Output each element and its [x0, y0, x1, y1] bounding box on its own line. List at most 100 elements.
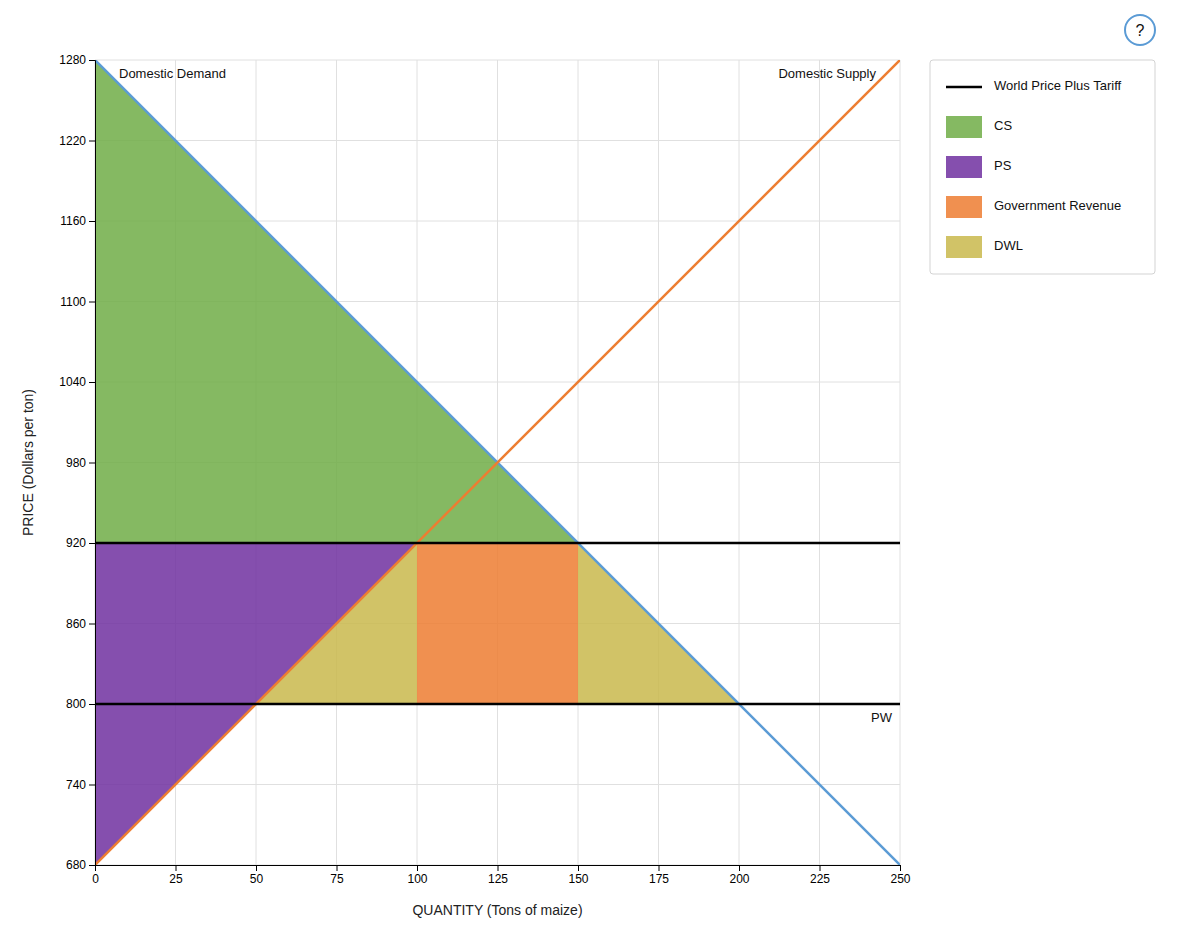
- line: [95, 60, 900, 865]
- y-tick-label: 920: [66, 536, 86, 550]
- annotation-text: ?: [1136, 22, 1145, 39]
- x-tick-label: 200: [729, 872, 749, 886]
- curve-label: Domestic Demand: [119, 66, 226, 81]
- x-tick-mark: [176, 865, 177, 871]
- y-tick: 740: [66, 778, 95, 792]
- x-tick-mark: [337, 865, 338, 871]
- legend-swatch: [946, 156, 982, 178]
- y-grid-line: [95, 140, 900, 141]
- y-tick-mark: [89, 865, 95, 866]
- x-tick: 100: [407, 865, 427, 886]
- y-tick: 980: [66, 456, 95, 470]
- x-tick-label: 225: [810, 872, 830, 886]
- x-tick: 150: [568, 865, 588, 886]
- x-tick-label: 75: [330, 872, 344, 886]
- y-grid-line: [95, 543, 900, 544]
- y-tick-label: 1040: [59, 375, 86, 389]
- legend-item: CS: [946, 116, 1012, 138]
- y-tick-label: 800: [66, 697, 86, 711]
- x-tick: 50: [250, 865, 264, 886]
- legend-label: CS: [994, 118, 1012, 133]
- y-tick-label: 680: [66, 858, 86, 872]
- legend-frame: [930, 60, 1155, 274]
- x-tick: 250: [890, 865, 910, 886]
- legend-item: PS: [946, 156, 1012, 178]
- y-tick-mark: [89, 302, 95, 303]
- y-tick: 1280: [59, 53, 95, 67]
- grid: [95, 60, 900, 865]
- y-tick-mark: [89, 382, 95, 383]
- legend-label: World Price Plus Tariff: [994, 78, 1122, 93]
- y-tick: 680: [66, 858, 95, 872]
- x-tick-mark: [820, 865, 821, 871]
- x-tick-label: 0: [92, 872, 99, 886]
- x-tick-mark: [578, 865, 579, 871]
- x-tick-mark: [900, 865, 901, 871]
- y-axis: 680 740 800 860 920 980 1040 1100 1160 1220 1280: [59, 53, 95, 872]
- x-tick-mark: [417, 865, 418, 871]
- legend-swatch: [946, 236, 982, 258]
- y-tick-mark: [89, 463, 95, 464]
- legend-swatch: [946, 116, 982, 138]
- shaded-area: [417, 543, 578, 704]
- line: [95, 542, 900, 545]
- line: [95, 60, 900, 865]
- legend-label: DWL: [994, 238, 1023, 253]
- y-grid-line: [95, 60, 900, 61]
- y-tick-mark: [89, 624, 95, 625]
- y-tick-mark: [89, 704, 95, 705]
- x-tick-label: 50: [250, 872, 264, 886]
- x-tick-label: 125: [488, 872, 508, 886]
- annotation-badge: [1125, 15, 1155, 45]
- y-tick-mark: [89, 221, 95, 222]
- line: [95, 703, 900, 706]
- y-axis-line: [89, 61, 96, 866]
- x-tick-label: 175: [649, 872, 669, 886]
- y-tick-label: 1280: [59, 53, 86, 67]
- x-tick: 125: [488, 865, 508, 886]
- legend-label: PS: [994, 158, 1012, 173]
- legend-swatch: [946, 86, 982, 89]
- legend-item: Government Revenue: [946, 196, 1121, 218]
- y-tick: 860: [66, 617, 95, 631]
- y-tick: 1160: [60, 214, 95, 228]
- x-axis-line: [96, 866, 901, 872]
- curve-label: Domestic Supply: [778, 66, 876, 81]
- x-axis-title: QUANTITY (Tons of maize): [412, 902, 582, 918]
- y-tick-label: 740: [66, 778, 86, 792]
- x-tick: 75: [330, 865, 344, 886]
- x-tick: 0: [92, 865, 99, 886]
- x-tick: 200: [729, 865, 749, 886]
- x-tick-label: 25: [169, 872, 183, 886]
- marks: [95, 60, 900, 865]
- chart: 0 25 50 75 100 125 150 175 200 225 250 680 740 800 860…: [0, 0, 1200, 940]
- y-tick-label: 1160: [60, 214, 86, 228]
- y-tick-mark: [89, 141, 95, 142]
- x-tick-mark: [498, 865, 499, 871]
- y-tick-mark: [89, 785, 95, 786]
- y-grid-line: [95, 704, 900, 705]
- x-tick-mark: [659, 865, 660, 871]
- x-tick-label: 150: [568, 872, 588, 886]
- plot-area: 0 25 50 75 100 125 150 175 200 225 250 680 740 800 860…: [20, 53, 911, 918]
- y-grid-line: [95, 784, 900, 785]
- y-tick-label: 980: [66, 456, 86, 470]
- legend-item: DWL: [946, 236, 1023, 258]
- legend-item: World Price Plus Tariff: [946, 78, 1122, 93]
- legend-swatch: [946, 196, 982, 218]
- x-tick: 225: [810, 865, 830, 886]
- annotation: ?: [1125, 15, 1155, 45]
- y-tick-mark: [89, 543, 95, 544]
- x-tick: 25: [169, 865, 183, 886]
- y-tick-label: 860: [66, 617, 86, 631]
- y-tick-label: 1100: [60, 295, 86, 309]
- legend: World Price Plus Tariff CS PS Government Re…: [930, 60, 1155, 274]
- curve-label: PW: [871, 710, 893, 725]
- x-tick-label: 100: [407, 872, 427, 886]
- x-axis: 0 25 50 75 100 125 150 175 200 225 250: [92, 865, 911, 886]
- x-tick: 175: [649, 865, 669, 886]
- x-tick-label: 250: [890, 872, 910, 886]
- y-tick: 800: [66, 697, 95, 711]
- y-tick-mark: [89, 60, 95, 61]
- y-tick-label: 1220: [59, 134, 86, 148]
